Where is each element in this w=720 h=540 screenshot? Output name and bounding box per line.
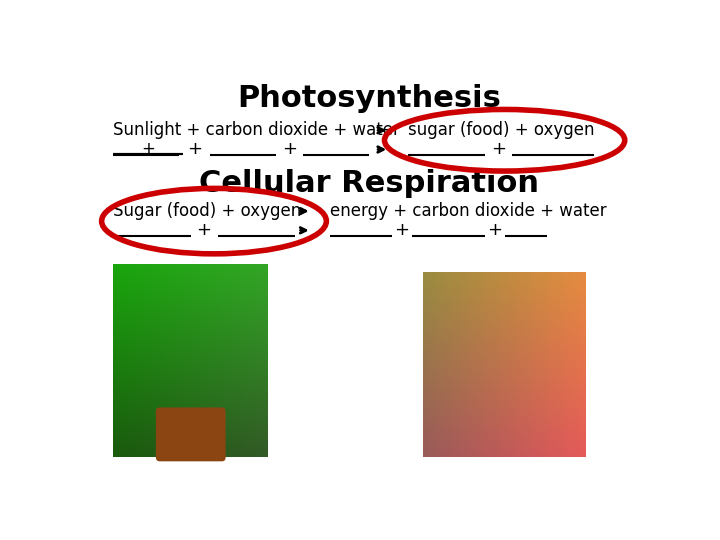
- FancyBboxPatch shape: [156, 408, 225, 461]
- Text: +: +: [491, 140, 506, 159]
- Text: +: +: [394, 221, 409, 239]
- Text: Photosynthesis: Photosynthesis: [237, 84, 501, 113]
- Text: +: +: [282, 140, 297, 159]
- Text: +: +: [487, 221, 502, 239]
- Text: +: +: [187, 140, 202, 159]
- Text: energy + carbon dioxide + water: energy + carbon dioxide + water: [330, 202, 607, 220]
- Text: Sugar (food) + oxygen: Sugar (food) + oxygen: [113, 202, 302, 220]
- Text: +: +: [197, 221, 212, 239]
- Text: Cellular Respiration: Cellular Respiration: [199, 168, 539, 198]
- Text: sugar (food) + oxygen: sugar (food) + oxygen: [408, 122, 594, 139]
- Text: Sunlight + carbon dioxide + water: Sunlight + carbon dioxide + water: [113, 122, 400, 139]
- Text: +: +: [141, 140, 155, 159]
